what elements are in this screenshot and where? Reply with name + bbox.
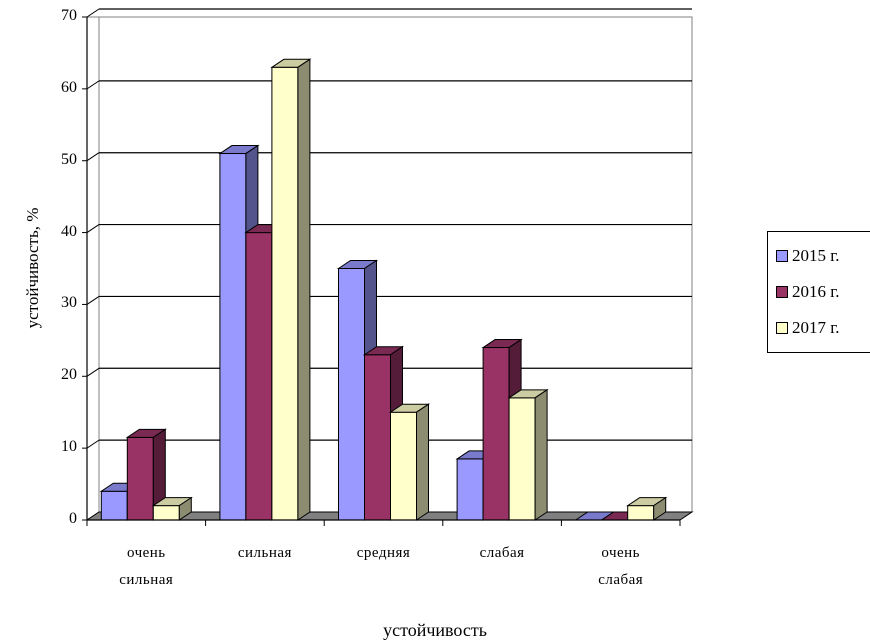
bar-front [100,490,128,521]
bars [99,58,668,521]
bar-front [126,436,154,521]
gridline-depth [86,367,100,377]
bar-front [271,66,299,521]
bar-side [653,496,667,521]
y-axis-title: устойчивость, % [23,207,42,329]
gridline-depth [86,80,100,90]
axes [82,16,681,526]
legend-label: 2015 г. [792,246,840,265]
legend-label: 2017 г. [792,318,840,337]
gridline-depth [86,8,100,18]
category-label: средняя [356,545,411,561]
bar-side [416,403,429,521]
bar-front [456,458,484,521]
category-label: очень слабая [598,545,644,588]
bar-front [245,232,273,521]
y-tick-label: 30 [61,294,77,312]
bar [388,403,431,521]
category-label: слабая [479,545,525,561]
gridline-depth [86,224,100,233]
y-tick-label: 0 [69,510,77,527]
bar-front [219,153,247,521]
y-tick-label: 60 [61,78,77,96]
legend-swatch [776,286,788,298]
category-label: очень сильная [119,545,174,588]
y-tick-label: 50 [61,150,77,168]
bar-front [338,268,365,521]
y-tick-label: 70 [61,7,77,24]
y-tick-label: 10 [61,438,77,456]
bar-front [627,505,655,521]
bar-front [390,411,417,521]
legend-item-2017: 2017 г. [776,318,840,338]
legend-item-2015: 2015 г. [776,246,840,266]
bar-front [482,347,510,521]
gridline-depth [86,296,100,305]
gridline-depth [86,152,100,162]
y-tick-label: 20 [61,366,77,384]
legend-swatch [776,322,788,334]
gridline-depth [86,439,100,449]
x-axis-title: устойчивость [383,620,487,640]
bar-side [534,388,548,521]
legend-swatch [776,250,788,262]
bar [151,496,193,521]
bar-side [297,58,311,521]
bar-front [364,354,391,521]
category-label: сильная [237,545,292,561]
legend-label: 2016 г. [792,282,840,301]
bar [270,58,312,521]
bar-front [152,505,180,521]
legend-item-2016: 2016 г. [776,282,840,302]
bar-front [508,397,536,521]
y-tick-label: 40 [61,222,77,240]
bar [125,428,167,521]
bar-side [178,496,192,521]
bar [507,388,549,521]
legend: 2015 г. 2016 г. 2017 г. [767,231,870,353]
